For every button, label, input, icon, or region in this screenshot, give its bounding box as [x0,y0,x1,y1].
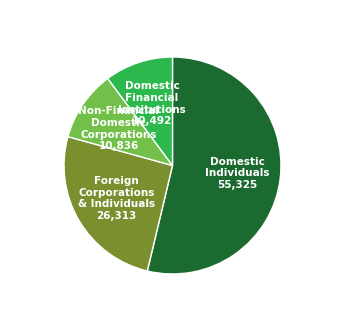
Wedge shape [147,57,281,274]
Wedge shape [108,57,172,166]
Wedge shape [64,137,172,271]
Text: Foreign
Corporations
& Individuals
26,313: Foreign Corporations & Individuals 26,31… [78,176,155,221]
Text: Non-Financial
Domestic
Corporations
10,836: Non-Financial Domestic Corporations 10,8… [78,106,159,151]
Wedge shape [68,78,172,166]
Text: Domestic
Individuals
55,325: Domestic Individuals 55,325 [205,157,269,190]
Text: Domestic
Financial
Institutions
10,492: Domestic Financial Institutions 10,492 [118,81,186,126]
